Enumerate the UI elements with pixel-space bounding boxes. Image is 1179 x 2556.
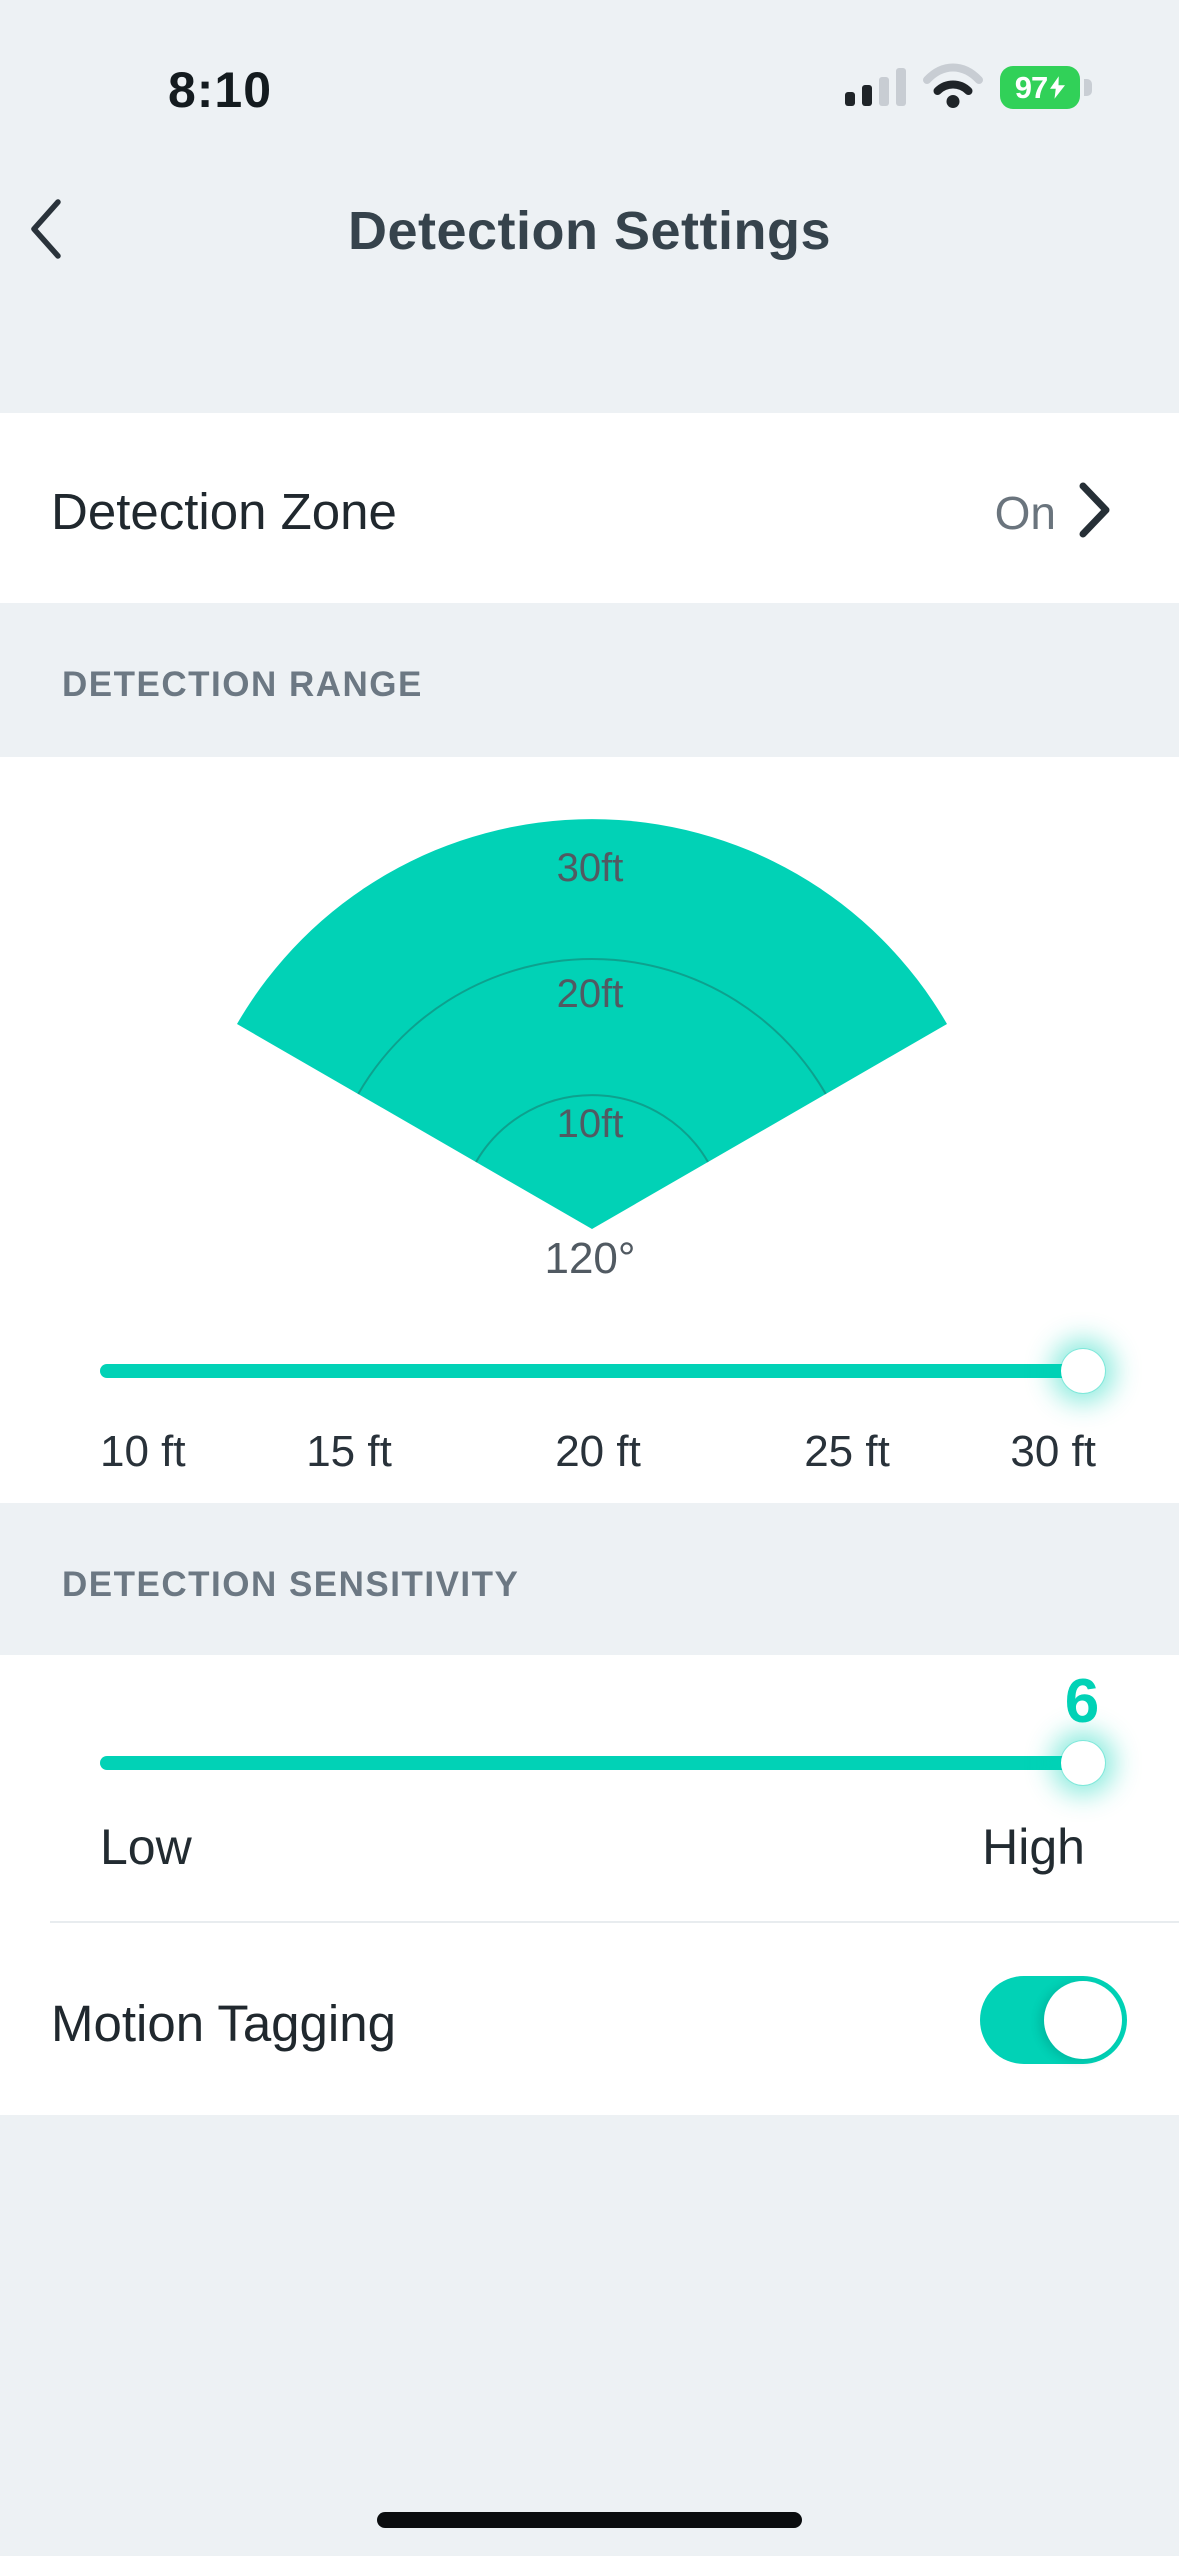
battery-tip <box>1084 79 1092 96</box>
sensitivity-min-label: Low <box>100 1819 192 1875</box>
range-tick-10ft: 10 ft <box>100 1427 186 1476</box>
toggle-knob <box>1044 1981 1122 2059</box>
battery-indicator: 97 <box>1000 66 1080 109</box>
detection-range-header: DETECTION RANGE <box>62 665 423 704</box>
fan-ring-label-30ft: 30ft <box>556 846 624 890</box>
range-tick-20ft: 20 ft <box>555 1427 641 1476</box>
detection-zone-label: Detection Zone <box>51 483 397 540</box>
wifi-icon <box>923 63 983 108</box>
battery-percent: 97 <box>1014 69 1048 105</box>
range-tick-25ft: 25 ft <box>804 1427 890 1476</box>
detection-range-fan <box>237 819 947 1229</box>
back-button[interactable] <box>22 196 68 262</box>
range-tick-15ft: 15 ft <box>306 1427 392 1476</box>
fan-angle-label: 120° <box>544 1234 636 1283</box>
fan-ring-label-20ft: 20ft <box>556 972 624 1016</box>
signal-bar <box>896 68 906 106</box>
chevron-left-icon <box>31 199 61 259</box>
signal-bar <box>862 85 872 106</box>
detection-sensitivity-header: DETECTION SENSITIVITY <box>62 1565 520 1604</box>
page-title: Detection Settings <box>347 201 832 261</box>
sensitivity-slider-knob[interactable] <box>1061 1741 1105 1785</box>
range-tick-30ft: 30 ft <box>1010 1427 1096 1476</box>
range-slider-track[interactable] <box>100 1364 1085 1378</box>
sensitivity-value: 6 <box>1064 1667 1100 1736</box>
row-divider <box>50 1921 1179 1923</box>
detection-zone-row[interactable] <box>0 413 1179 603</box>
motion-tagging-toggle[interactable] <box>980 1976 1127 2064</box>
signal-bar <box>845 92 855 106</box>
cellular-signal-icon <box>845 66 911 106</box>
status-time: 8:10 <box>167 62 273 118</box>
signal-bar <box>879 77 889 106</box>
detection-sensitivity-section <box>0 1655 1179 2115</box>
range-slider-knob[interactable] <box>1061 1349 1105 1393</box>
chevron-right-icon <box>1079 482 1110 538</box>
motion-tagging-label: Motion Tagging <box>51 1995 396 2052</box>
home-indicator[interactable] <box>377 2512 802 2528</box>
sensitivity-slider-track[interactable] <box>100 1756 1085 1770</box>
sensitivity-max-label: High <box>982 1819 1085 1875</box>
charging-bolt-icon <box>1050 76 1066 99</box>
fan-ring-label-10ft: 10ft <box>556 1102 624 1146</box>
detection-zone-value: On <box>994 487 1056 539</box>
